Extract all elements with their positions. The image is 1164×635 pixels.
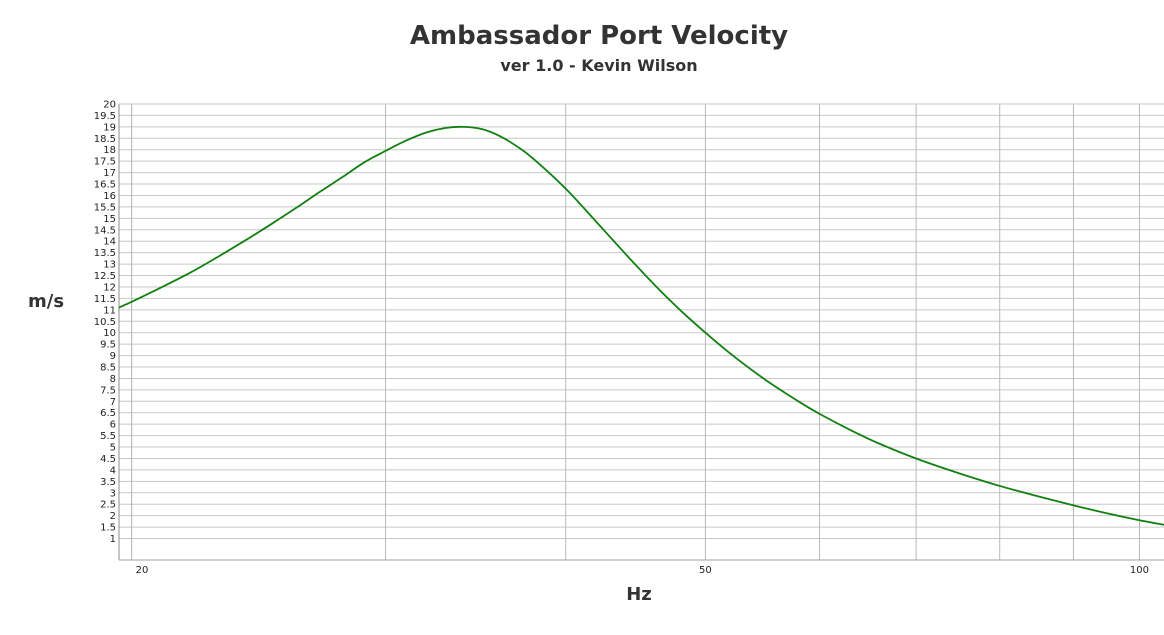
grid bbox=[119, 103, 1164, 560]
plot-frame bbox=[118, 103, 1164, 561]
y-tick-label: 17.5 bbox=[94, 157, 116, 168]
y-tick-label: 5 bbox=[110, 443, 116, 454]
y-tick-label: 7.5 bbox=[100, 385, 116, 396]
y-tick-label: 3.5 bbox=[100, 477, 116, 488]
y-tick-label: 17 bbox=[103, 168, 116, 179]
y-axis-label: m/s bbox=[28, 291, 65, 312]
series-layer bbox=[118, 125, 1164, 526]
y-tick-label: 15 bbox=[103, 214, 116, 225]
y-tick-label: 16 bbox=[103, 191, 116, 202]
y-tick-labels: 2019.51918.51817.51716.51615.51514.51413… bbox=[94, 100, 116, 546]
y-tick-label: 2 bbox=[110, 511, 116, 522]
chart-subtitle: ver 1.0 - Kevin Wilson bbox=[500, 56, 698, 75]
y-tick-label: 7 bbox=[110, 397, 116, 408]
y-tick-label: 10 bbox=[103, 328, 116, 339]
y-tick-label: 8.5 bbox=[100, 363, 116, 374]
y-tick-label: 14.5 bbox=[94, 225, 116, 236]
y-tick-label: 4 bbox=[110, 465, 116, 476]
velocity-series-line bbox=[118, 125, 1164, 526]
y-tick-label: 12.5 bbox=[94, 271, 116, 282]
y-tick-label: 8 bbox=[110, 374, 116, 385]
x-tick-label: 50 bbox=[699, 565, 712, 576]
y-tick-label: 16.5 bbox=[94, 180, 116, 191]
chart-title: Ambassador Port Velocity bbox=[409, 21, 789, 51]
y-tick-label: 1.5 bbox=[100, 523, 116, 534]
y-tick-label: 11 bbox=[103, 305, 116, 316]
y-tick-label: 4.5 bbox=[100, 454, 116, 465]
y-tick-label: 6 bbox=[110, 420, 116, 431]
y-tick-label: 15.5 bbox=[94, 202, 116, 213]
y-tick-label: 9 bbox=[110, 351, 116, 362]
y-tick-label: 19 bbox=[103, 122, 116, 133]
y-tick-label: 2.5 bbox=[100, 500, 116, 511]
y-tick-label: 12 bbox=[103, 282, 116, 293]
y-tick-label: 9.5 bbox=[100, 340, 116, 351]
y-tick-label: 6.5 bbox=[100, 408, 116, 419]
y-tick-label: 14 bbox=[103, 237, 116, 248]
y-tick-label: 5.5 bbox=[100, 431, 116, 442]
x-tick-labels: 20 50 100 bbox=[136, 565, 1149, 576]
y-tick-label: 3 bbox=[110, 488, 116, 499]
x-tick-label: 20 bbox=[136, 565, 149, 576]
y-tick-label: 11.5 bbox=[94, 294, 116, 305]
y-tick-label: 18 bbox=[103, 145, 116, 156]
y-tick-label: 13 bbox=[103, 260, 116, 271]
y-tick-label: 19.5 bbox=[94, 111, 116, 122]
x-tick-label: 100 bbox=[1130, 565, 1149, 576]
y-tick-label: 13.5 bbox=[94, 248, 116, 259]
y-tick-label: 1 bbox=[110, 534, 116, 545]
y-tick-label: 10.5 bbox=[94, 317, 116, 328]
y-tick-label: 18.5 bbox=[94, 134, 116, 145]
x-axis-label: Hz bbox=[626, 584, 652, 605]
y-tick-label: 20 bbox=[103, 100, 116, 111]
